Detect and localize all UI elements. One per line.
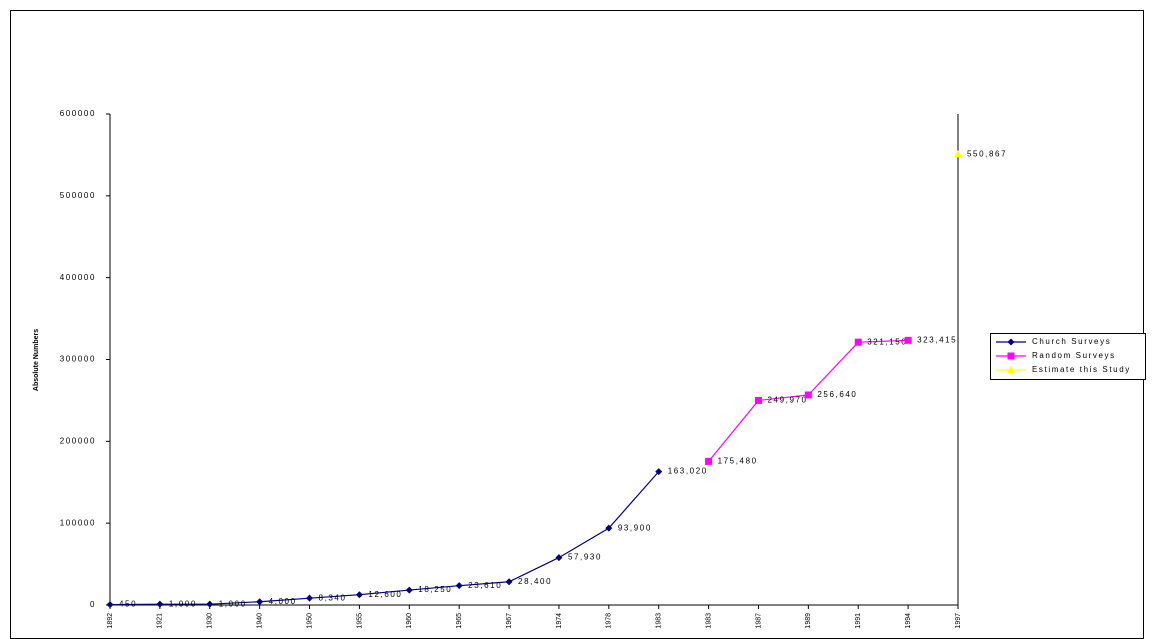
- data-point: [804, 391, 812, 399]
- data-label: 1,000: [169, 599, 197, 608]
- data-point: [754, 396, 762, 404]
- data-label: 93,900: [618, 523, 652, 532]
- legend-marker: [1007, 366, 1015, 373]
- data-label: 57,930: [568, 553, 602, 562]
- x-tick-label: 1955: [356, 613, 363, 629]
- x-tick-label: 1983: [705, 613, 712, 629]
- y-tick-label: 100000: [60, 518, 96, 527]
- data-label: 550,867: [967, 149, 1007, 158]
- legend-marker: [1007, 352, 1015, 360]
- data-point: [705, 457, 713, 465]
- x-tick-label: 1991: [855, 613, 862, 629]
- data-point: [455, 582, 463, 590]
- x-tick-label: 1978: [606, 613, 613, 629]
- data-label: 1,000: [219, 599, 247, 608]
- y-tick-label: 0: [90, 600, 96, 609]
- x-tick-label: 1965: [456, 613, 463, 629]
- data-label: 249,970: [767, 396, 807, 405]
- data-label: 4,000: [269, 597, 297, 606]
- x-tick-label: 1994: [905, 613, 912, 629]
- data-point: [405, 586, 413, 594]
- data-point: [256, 598, 264, 606]
- x-tick-label: 1967: [506, 613, 513, 629]
- data-point: [954, 150, 962, 158]
- data-point: [555, 554, 563, 562]
- data-label: 323,415: [917, 335, 957, 344]
- x-tick-label: 1930: [207, 613, 214, 629]
- x-tick-label: 1983: [656, 613, 663, 629]
- legend-label: Estimate this Study: [1032, 365, 1131, 374]
- y-tick-label: 600000: [60, 109, 96, 118]
- y-axis-label: Absolute Numbers: [33, 329, 40, 391]
- y-tick-label: 300000: [60, 355, 96, 364]
- data-label: 175,480: [718, 457, 758, 466]
- data-label: 256,640: [817, 390, 857, 399]
- y-tick-label: 500000: [60, 191, 96, 200]
- x-tick-label: 1960: [406, 613, 413, 629]
- data-point: [505, 578, 513, 586]
- data-label: 12,600: [368, 590, 402, 599]
- data-point: [156, 600, 164, 608]
- x-tick-label: 1892: [107, 613, 114, 629]
- data-label: 8,340: [319, 593, 347, 602]
- x-tick-label: 1987: [755, 613, 762, 629]
- legend-label: Random Surveys: [1032, 351, 1116, 360]
- data-label: 321,150: [867, 337, 907, 346]
- data-point: [605, 524, 613, 532]
- data-label: 18,250: [418, 585, 452, 594]
- data-label: 163,020: [668, 467, 708, 476]
- data-point: [355, 591, 363, 599]
- legend-label: Church Surveys: [1032, 337, 1111, 346]
- x-tick-label: 1997: [955, 613, 962, 629]
- x-tick-label: 1921: [157, 613, 164, 629]
- y-tick-label: 400000: [60, 273, 96, 282]
- series-line: [109, 471, 660, 606]
- data-point: [904, 336, 912, 344]
- x-tick-label: 1989: [805, 613, 812, 629]
- data-point: [655, 468, 663, 476]
- chart-frame: [10, 10, 1144, 639]
- legend-marker: [1007, 338, 1015, 346]
- data-point: [106, 601, 114, 609]
- x-tick-label: 1950: [306, 613, 313, 629]
- data-label: 23,610: [468, 581, 502, 590]
- data-point: [206, 600, 214, 608]
- data-point: [854, 338, 862, 346]
- x-tick-label: 1940: [256, 613, 263, 629]
- data-label: 450: [119, 600, 137, 609]
- x-tick-label: 1974: [556, 613, 563, 629]
- data-point: [306, 594, 314, 602]
- y-tick-label: 200000: [60, 436, 96, 445]
- data-label: 28,400: [518, 577, 552, 586]
